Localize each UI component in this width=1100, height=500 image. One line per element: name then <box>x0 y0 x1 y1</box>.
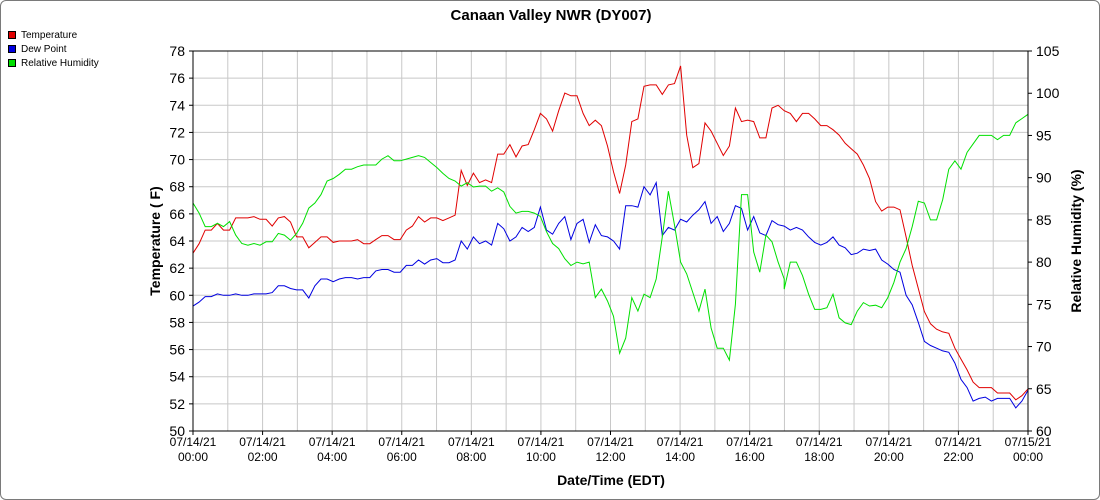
series-line-dew-point <box>192 180 1029 409</box>
legend-swatch-relative-humidity <box>8 59 16 67</box>
x-tick-date-label: 07/15/21 <box>1005 435 1052 449</box>
x-tick-date-label: 07/14/21 <box>726 435 773 449</box>
y-left-tick-label: 68 <box>169 179 185 195</box>
y-left-tick-label: 60 <box>169 287 185 303</box>
y-left-tick-label: 72 <box>169 124 185 140</box>
chart-legend: Temperature Dew Point Relative Humidity <box>8 28 99 70</box>
x-tick-date-label: 07/14/21 <box>239 435 286 449</box>
x-tick-time-label: 12:00 <box>595 450 625 464</box>
y-left-tick-label: 78 <box>169 43 185 59</box>
series-line-temperature <box>192 65 1029 401</box>
x-tick-date-label: 07/14/21 <box>309 435 356 449</box>
x-tick-time-label: 18:00 <box>804 450 834 464</box>
y-right-tick-label: 105 <box>1036 43 1060 59</box>
y-left-tick-label: 52 <box>169 396 185 412</box>
y-left-tick-label: 70 <box>169 152 185 168</box>
y-right-tick-label: 75 <box>1036 296 1052 312</box>
chart-title: Canaan Valley NWR (DY007) <box>451 7 652 24</box>
y-axis-right-label: Relative Humidity (%) <box>1068 169 1084 312</box>
y-left-tick-label: 58 <box>169 314 185 330</box>
x-tick-time-label: 00:00 <box>178 450 208 464</box>
y-left-tick-label: 62 <box>169 260 185 276</box>
x-tick-date-label: 07/14/21 <box>518 435 565 449</box>
y-left-tick-label: 76 <box>169 70 185 86</box>
x-tick-time-label: 22:00 <box>943 450 973 464</box>
x-tick-time-label: 00:00 <box>1013 450 1043 464</box>
x-tick-date-label: 07/14/21 <box>865 435 912 449</box>
y-right-tick-label: 90 <box>1036 170 1052 186</box>
x-tick-date-label: 07/14/21 <box>587 435 634 449</box>
x-tick-time-label: 20:00 <box>874 450 904 464</box>
axes: 50 52 54 56 58 60 62 64 66 68 70 72 74 76 78 60 65 70 75 80… <box>169 43 1059 464</box>
y-right-tick-label: 60 <box>1036 423 1052 439</box>
x-tick-date-label: 07/14/21 <box>170 435 217 449</box>
x-tick-time-label: 08:00 <box>456 450 486 464</box>
y-left-tick-label: 50 <box>169 423 185 439</box>
x-tick-time-label: 14:00 <box>665 450 695 464</box>
series-lines <box>192 65 1029 409</box>
legend-swatch-temperature <box>8 31 16 39</box>
y-left-tick-label: 64 <box>169 233 185 249</box>
x-tick-date-label: 07/14/21 <box>378 435 425 449</box>
legend-item-temperature: Temperature <box>8 28 99 42</box>
y-left-tick-label: 54 <box>169 369 185 385</box>
y-right-tick-label: 95 <box>1036 127 1052 143</box>
x-tick-date-label: 07/14/21 <box>657 435 704 449</box>
x-tick-date-label: 07/14/21 <box>448 435 495 449</box>
y-right-tick-label: 70 <box>1036 339 1052 355</box>
legend-label-dew-point: Dew Point <box>21 43 67 55</box>
x-tick-time-label: 06:00 <box>387 450 417 464</box>
legend-swatch-dew-point <box>8 45 16 53</box>
y-axis-left-label: Temperature ( F) <box>147 186 163 295</box>
legend-label-temperature: Temperature <box>21 29 78 41</box>
x-tick-time-label: 02:00 <box>248 450 278 464</box>
x-tick-date-label: 07/14/21 <box>935 435 982 449</box>
y-right-tick-label: 100 <box>1036 85 1060 101</box>
plot-area-border <box>192 50 1029 432</box>
legend-item-relative-humidity: Relative Humidity <box>8 56 99 70</box>
y-left-tick-label: 66 <box>169 206 185 222</box>
y-left-tick-label: 56 <box>169 342 185 358</box>
legend-label-relative-humidity: Relative Humidity <box>21 57 99 69</box>
x-tick-time-label: 10:00 <box>526 450 556 464</box>
x-tick-date-label: 07/14/21 <box>796 435 843 449</box>
legend-item-dew-point: Dew Point <box>8 42 99 56</box>
y-right-tick-label: 80 <box>1036 254 1052 270</box>
gridlines <box>192 50 1029 432</box>
series-line-relative-humidity <box>192 113 1029 362</box>
y-right-tick-label: 85 <box>1036 212 1052 228</box>
y-left-tick-label: 74 <box>169 97 185 113</box>
y-right-tick-label: 65 <box>1036 381 1052 397</box>
x-axis-label: Date/Time (EDT) <box>557 472 665 488</box>
x-tick-time-label: 04:00 <box>317 450 347 464</box>
x-tick-time-label: 16:00 <box>735 450 765 464</box>
